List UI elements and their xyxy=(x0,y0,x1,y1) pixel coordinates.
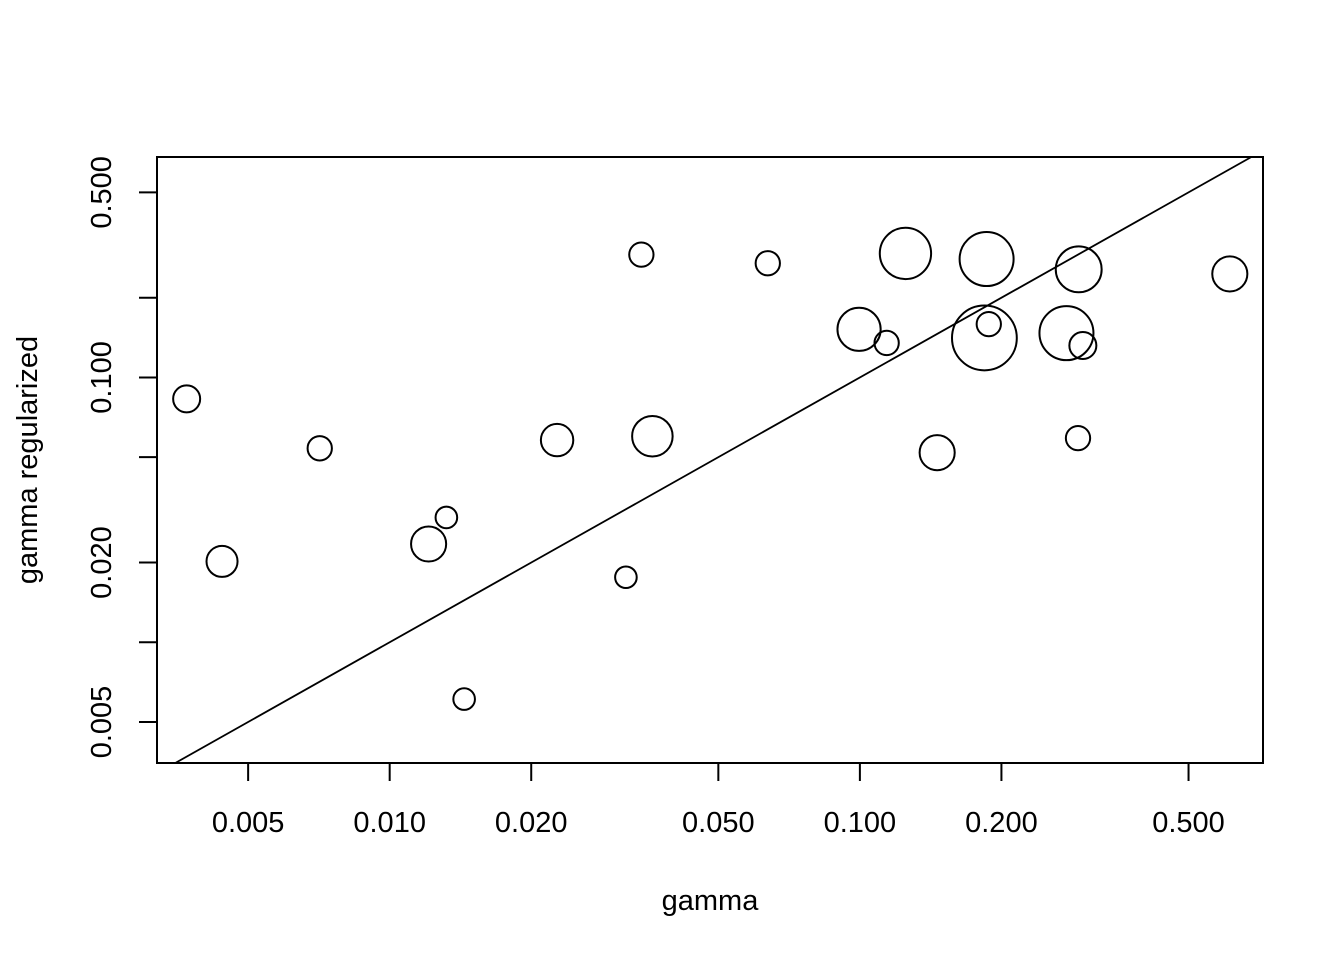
data-point-14 xyxy=(878,226,933,281)
data-point-20 xyxy=(1054,245,1103,294)
data-point-5 xyxy=(434,505,459,530)
data-point-8 xyxy=(614,565,638,590)
y-axis-label: gamma regularized xyxy=(12,336,44,584)
data-point-9 xyxy=(628,241,655,268)
x-axis-label: gamma xyxy=(662,885,760,917)
data-point-19 xyxy=(1038,305,1095,362)
data-point-3 xyxy=(306,435,333,462)
data-point-21 xyxy=(1064,424,1092,452)
data-point-2 xyxy=(205,544,239,578)
y-tick-label: 0.020 xyxy=(86,526,118,599)
data-point-13 xyxy=(873,329,900,357)
y-tick-label: 0.500 xyxy=(86,156,118,229)
x-tick-label: 0.050 xyxy=(682,807,755,839)
data-points xyxy=(172,226,1249,711)
reference-line-y-equals-x xyxy=(174,156,1252,764)
x-tick-label: 0.010 xyxy=(353,807,426,839)
data-point-7 xyxy=(539,422,575,458)
data-point-23 xyxy=(1211,255,1249,293)
x-axis: 0.005 0.010 0.020 0.050 0.100 0.200 0.500 xyxy=(212,762,1225,839)
x-tick-label: 0.020 xyxy=(495,807,568,839)
data-point-17 xyxy=(958,231,1015,288)
y-tick-label: 0.100 xyxy=(86,341,118,414)
y-tick-label: 0.005 xyxy=(86,686,118,759)
data-point-15 xyxy=(918,434,956,472)
data-point-18 xyxy=(975,310,1002,338)
data-point-6 xyxy=(452,687,476,711)
data-point-16 xyxy=(950,304,1018,372)
y-axis: 0.005 0.020 0.100 0.500 xyxy=(86,156,158,759)
x-tick-label: 0.200 xyxy=(965,807,1038,839)
data-point-4 xyxy=(410,525,448,563)
data-point-1 xyxy=(172,384,202,414)
data-point-12 xyxy=(836,306,882,352)
x-tick-label: 0.100 xyxy=(824,807,897,839)
data-point-22 xyxy=(1068,331,1098,361)
x-tick-label: 0.005 xyxy=(212,807,285,839)
data-point-10 xyxy=(631,414,674,458)
data-point-11 xyxy=(754,250,781,277)
x-tick-label: 0.500 xyxy=(1152,807,1225,839)
